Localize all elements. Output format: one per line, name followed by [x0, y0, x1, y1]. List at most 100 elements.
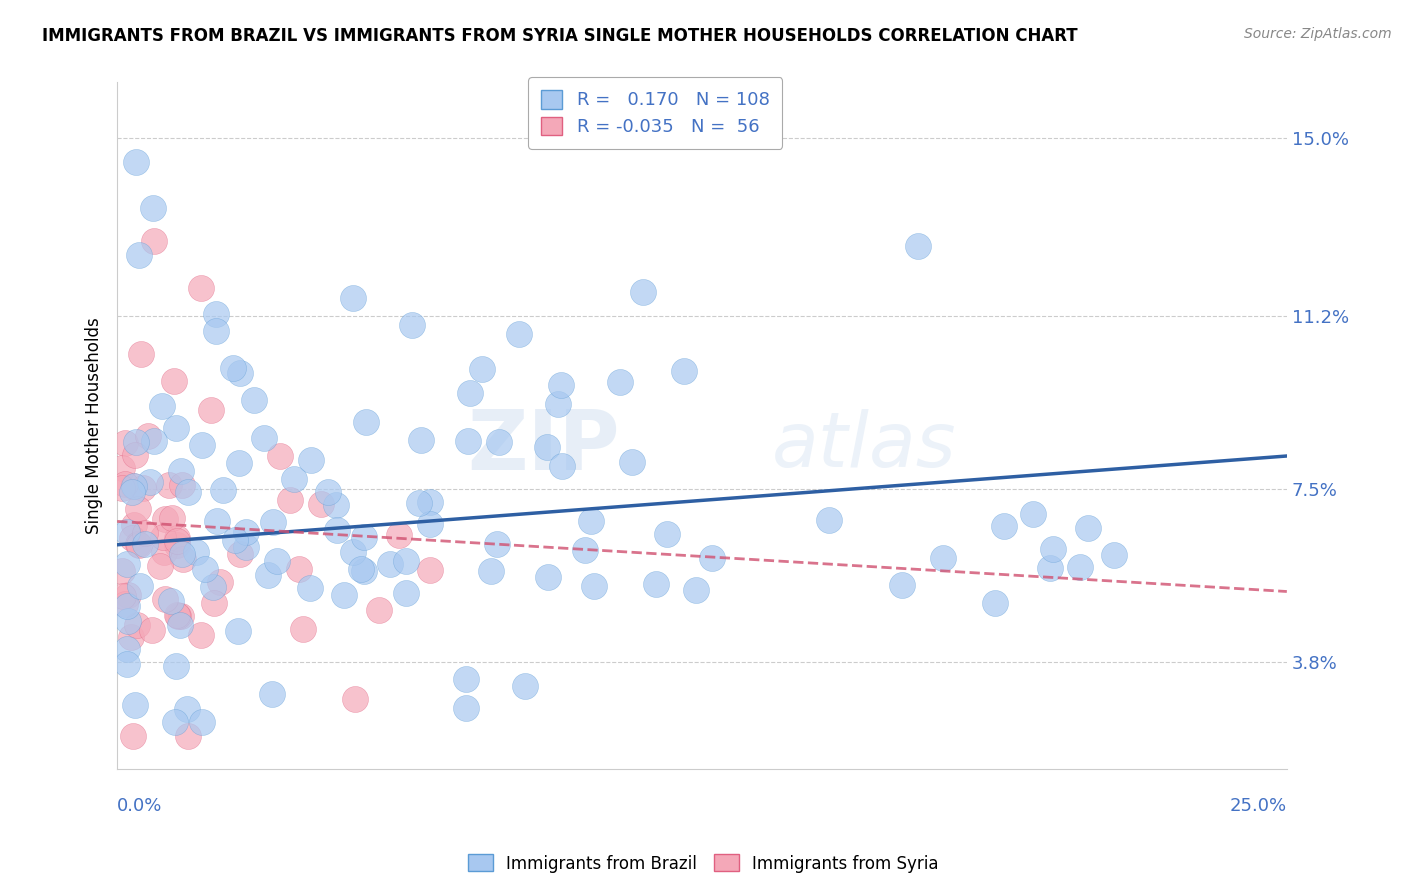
Point [332, 588, 354, 602]
Point [342, 291, 364, 305]
Point [818, 513, 841, 527]
Point [229, 547, 252, 561]
Point [513, 679, 536, 693]
Point [202, 580, 225, 594]
Point [380, 558, 402, 572]
Point [205, 307, 228, 321]
Point [252, 431, 274, 445]
Point [283, 472, 305, 486]
Point [160, 594, 183, 608]
Point [165, 659, 187, 673]
Point [228, 456, 250, 470]
Point [342, 545, 364, 559]
Point [208, 574, 231, 589]
Point [550, 378, 572, 392]
Point [139, 475, 162, 489]
Point [344, 692, 367, 706]
Point [353, 565, 375, 579]
Point [644, 576, 666, 591]
Point [657, 527, 679, 541]
Point [143, 434, 166, 449]
Point [395, 585, 418, 599]
Point [212, 483, 235, 497]
Point [120, 630, 142, 644]
Point [124, 448, 146, 462]
Point [114, 477, 136, 491]
Point [485, 537, 508, 551]
Point [157, 478, 180, 492]
Point [114, 435, 136, 450]
Point [166, 531, 188, 545]
Point [122, 518, 145, 533]
Point [205, 515, 228, 529]
Point [350, 562, 373, 576]
Point [122, 730, 145, 744]
Point [190, 281, 212, 295]
Point [125, 154, 148, 169]
Point [581, 514, 603, 528]
Point [166, 607, 188, 622]
Point [165, 420, 187, 434]
Point [170, 609, 193, 624]
Point [127, 617, 149, 632]
Point [128, 538, 150, 552]
Point [984, 596, 1007, 610]
Point [388, 527, 411, 541]
Point [129, 579, 152, 593]
Point [257, 567, 280, 582]
Point [134, 537, 156, 551]
Point [235, 524, 257, 539]
Point [176, 730, 198, 744]
Point [298, 581, 321, 595]
Point [117, 614, 139, 628]
Point [1077, 521, 1099, 535]
Point [166, 533, 188, 548]
Point [673, 364, 696, 378]
Y-axis label: Single Mother Households: Single Mother Households [86, 318, 103, 534]
Point [129, 347, 152, 361]
Point [169, 617, 191, 632]
Point [1069, 560, 1091, 574]
Point [163, 715, 186, 730]
Point [609, 376, 631, 390]
Point [354, 415, 377, 429]
Point [136, 429, 159, 443]
Point [685, 583, 707, 598]
Point [191, 437, 214, 451]
Point [235, 540, 257, 554]
Point [226, 624, 249, 639]
Point [115, 657, 138, 671]
Point [316, 485, 339, 500]
Point [536, 440, 558, 454]
Point [121, 532, 143, 546]
Legend: R =   0.170   N = 108, R = -0.035   N =  56: R = 0.170 N = 108, R = -0.035 N = 56 [529, 78, 782, 149]
Point [202, 596, 225, 610]
Point [454, 701, 477, 715]
Point [1039, 561, 1062, 575]
Point [583, 579, 606, 593]
Point [1022, 507, 1045, 521]
Point [262, 515, 284, 529]
Point [132, 481, 155, 495]
Point [176, 702, 198, 716]
Text: atlas: atlas [772, 409, 956, 483]
Point [117, 588, 139, 602]
Point [287, 562, 309, 576]
Point [368, 603, 391, 617]
Point [262, 687, 284, 701]
Point [419, 494, 441, 508]
Point [269, 449, 291, 463]
Legend: Immigrants from Brazil, Immigrants from Syria: Immigrants from Brazil, Immigrants from … [461, 847, 945, 880]
Point [163, 374, 186, 388]
Point [115, 642, 138, 657]
Text: 25.0%: 25.0% [1230, 797, 1286, 814]
Point [1042, 541, 1064, 556]
Point [191, 715, 214, 730]
Point [325, 523, 347, 537]
Point [243, 392, 266, 407]
Point [127, 502, 149, 516]
Point [115, 557, 138, 571]
Point [457, 434, 479, 449]
Point [488, 434, 510, 449]
Point [547, 397, 569, 411]
